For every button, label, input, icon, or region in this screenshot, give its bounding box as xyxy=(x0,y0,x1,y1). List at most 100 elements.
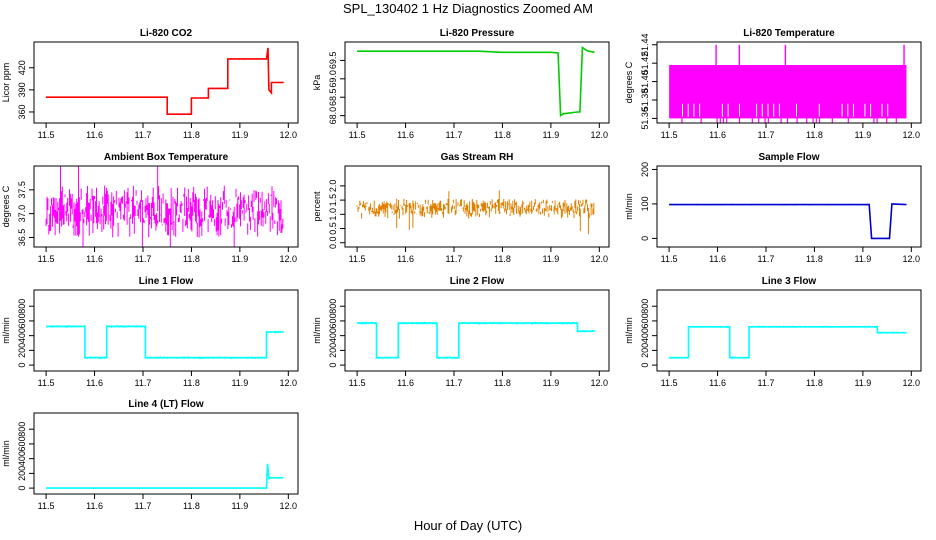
plot-frame xyxy=(33,412,299,495)
x-tick-label: 11.6 xyxy=(397,254,414,264)
series-noise xyxy=(668,325,907,359)
y-tick-label: 37.0 xyxy=(17,205,27,223)
panel-8: Line 2 Flow ml/min 11.5 11.6 11.7 11.8 11.9 12.… xyxy=(312,276,610,388)
plot-frame xyxy=(656,41,922,124)
y-axis-label: degrees C xyxy=(624,61,634,103)
x-tick-label: 11.6 xyxy=(86,130,103,140)
y-tick-label: 800 xyxy=(328,299,338,314)
panel-title: Li-820 Pressure xyxy=(440,28,515,39)
y-tick-label: 360 xyxy=(17,104,27,119)
y-tick-label: 0.0 xyxy=(328,236,338,249)
series-dense xyxy=(45,166,284,247)
x-tick-label: 11.9 xyxy=(231,501,248,511)
x-tick-label: 11.8 xyxy=(494,378,511,388)
y-tick-label: 400 xyxy=(640,328,650,343)
x-tick-label: 11.6 xyxy=(397,130,414,140)
panel-2: Li-820 Pressure kPa 11.5 11.6 11.7 11.8 11.9 12… xyxy=(312,28,610,140)
x-tick-label: 11.7 xyxy=(758,254,775,264)
y-tick-label: 0 xyxy=(17,486,27,491)
panel-1: Li-820 CO2 Licor ppm 11.5 11.6 11.7 11.8 11.9 1… xyxy=(1,28,299,140)
panel-title: Line 2 Flow xyxy=(450,276,505,287)
series-noise xyxy=(356,321,595,360)
x-tick-label: 11.5 xyxy=(38,501,55,511)
x-tick-label: 11.8 xyxy=(183,501,200,511)
plot-frame xyxy=(33,41,299,124)
x-tick-label: 11.7 xyxy=(446,130,463,140)
plot-frame xyxy=(344,41,610,124)
y-tick-label: 200 xyxy=(328,343,338,358)
x-tick-label: 11.9 xyxy=(854,254,871,264)
x-tick-label: 12.0 xyxy=(280,130,298,140)
y-tick-label: 100 xyxy=(640,196,650,211)
series-dense xyxy=(356,190,595,235)
y-tick-label: 600 xyxy=(17,313,27,328)
y-tick-label: 200 xyxy=(640,343,650,358)
x-tick-label: 12.0 xyxy=(903,254,921,264)
panel-title: Line 3 Flow xyxy=(762,276,817,287)
x-tick-label: 11.8 xyxy=(183,378,200,388)
y-tick-label: 0 xyxy=(17,363,27,368)
series-line xyxy=(357,46,595,118)
plot-frame xyxy=(656,165,922,248)
series-noise xyxy=(357,50,581,113)
panel-title: Ambient Box Temperature xyxy=(104,152,229,163)
y-tick-label: 0 xyxy=(328,363,338,368)
y-tick-label: 0 xyxy=(640,236,650,241)
x-tick-label: 11.7 xyxy=(758,378,775,388)
x-tick-label: 12.0 xyxy=(280,378,298,388)
y-tick-label: 51.42 xyxy=(640,52,650,75)
y-tick-label: 600 xyxy=(328,313,338,328)
y-tick-label: 800 xyxy=(17,299,27,314)
y-axis-label: degrees C xyxy=(1,185,11,227)
x-tick-label: 11.9 xyxy=(231,254,248,264)
x-tick-label: 11.8 xyxy=(494,130,511,140)
panel-title: Sample Flow xyxy=(758,152,819,163)
x-tick-label: 11.9 xyxy=(854,378,871,388)
x-tick-label: 11.5 xyxy=(38,254,55,264)
y-tick-label: 69.0 xyxy=(328,70,338,88)
x-tick-label: 11.8 xyxy=(183,130,200,140)
x-tick-label: 11.5 xyxy=(38,130,55,140)
y-axis-label: ml/min xyxy=(1,317,11,344)
x-tick-label: 11.8 xyxy=(494,254,511,264)
x-tick-label: 12.0 xyxy=(280,501,298,511)
series-line xyxy=(46,47,284,115)
x-tick-label: 11.6 xyxy=(86,378,103,388)
panel-title: Line 1 Flow xyxy=(139,276,194,287)
y-tick-label: 200 xyxy=(640,162,650,177)
y-tick-label: 51.38 xyxy=(640,89,650,112)
x-tick-label: 11.5 xyxy=(349,378,366,388)
panel-9: Line 3 Flow ml/min 11.5 11.6 11.7 11.8 11.9 12.… xyxy=(624,276,922,388)
x-tick-label: 11.5 xyxy=(349,130,366,140)
y-axis-label: ml/min xyxy=(624,317,634,344)
series-line xyxy=(669,203,907,240)
x-tick-label: 12.0 xyxy=(903,378,921,388)
y-tick-label: 69.5 xyxy=(328,52,338,70)
x-tick-label: 11.6 xyxy=(86,254,103,264)
x-tick-label: 11.7 xyxy=(135,501,152,511)
x-tick-label: 11.5 xyxy=(661,378,678,388)
x-tick-label: 11.8 xyxy=(806,378,823,388)
plot-frame xyxy=(344,289,610,372)
x-tick-label: 12.0 xyxy=(903,130,921,140)
y-tick-label: 400 xyxy=(328,328,338,343)
panel-title: Li-820 CO2 xyxy=(140,28,193,39)
panel-6: Sample Flow ml/min 11.5 11.6 11.7 11.8 11.9 12.… xyxy=(624,152,922,264)
x-tick-label: 12.0 xyxy=(591,254,609,264)
x-tick-label: 11.6 xyxy=(709,378,726,388)
y-tick-label: 51.36 xyxy=(640,107,650,130)
y-axis-label: ml/min xyxy=(312,317,322,344)
x-tick-label: 11.7 xyxy=(758,130,775,140)
panel-title: Gas Stream RH xyxy=(441,152,514,163)
x-tick-label: 11.6 xyxy=(397,378,414,388)
series-noise xyxy=(668,203,890,240)
plot-frame xyxy=(344,165,610,248)
panel-5: Gas Stream RH percent 11.5 11.6 11.7 11.8 11.9… xyxy=(312,152,610,264)
y-tick-label: 0 xyxy=(640,363,650,368)
x-tick-label: 11.7 xyxy=(446,254,463,264)
x-tick-label: 11.8 xyxy=(806,254,823,264)
y-tick-label: 800 xyxy=(17,422,27,437)
y-tick-label: 200 xyxy=(17,466,27,481)
x-axis-label: Hour of Day (UTC) xyxy=(413,518,523,533)
